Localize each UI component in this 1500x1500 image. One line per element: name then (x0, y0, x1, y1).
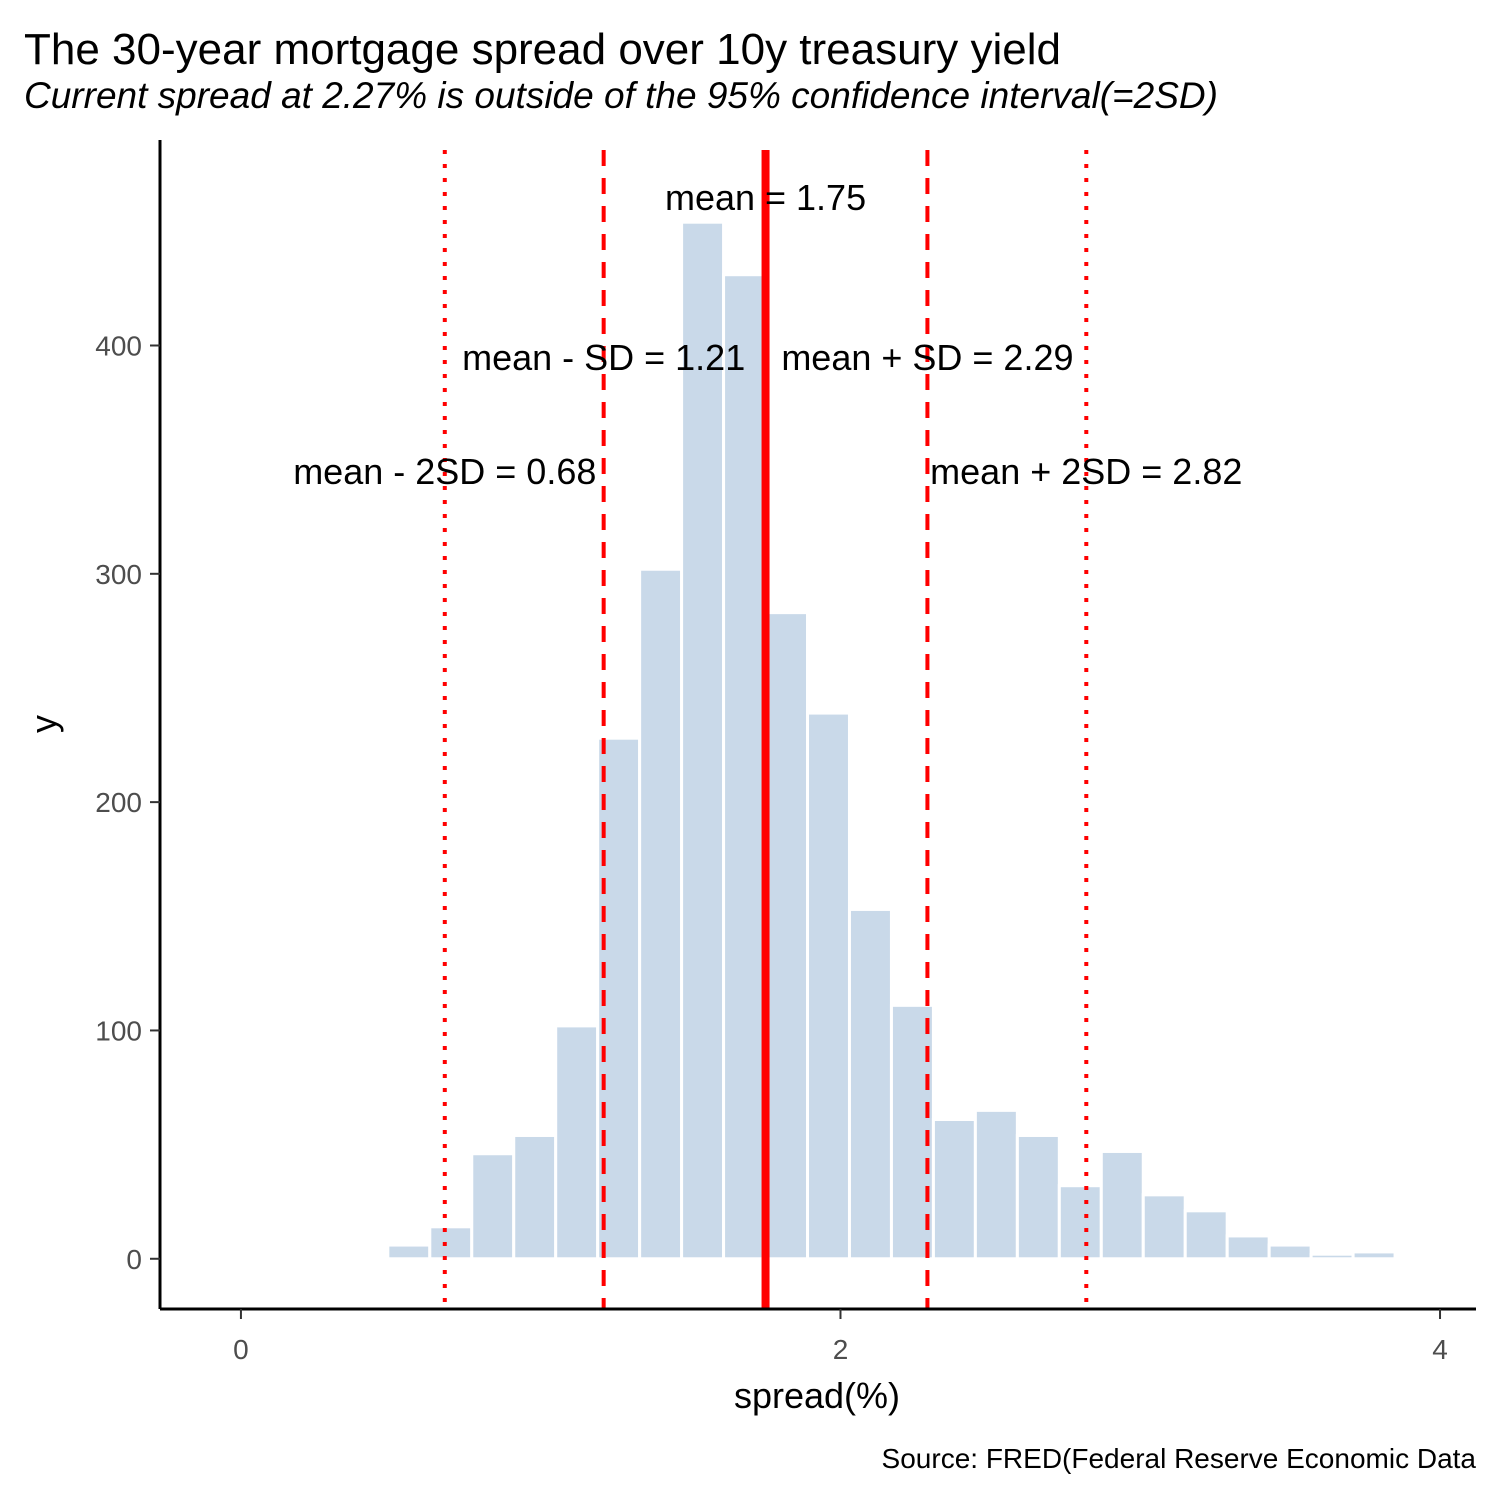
histogram-bar-8 (722, 273, 768, 1261)
histogram-bar-3 (512, 1133, 558, 1261)
histogram-bar-2 (470, 1152, 516, 1261)
histogram-bar-14 (973, 1108, 1019, 1261)
histogram-bar-11 (847, 907, 893, 1261)
x-axis-title: spread(%) (734, 1375, 900, 1416)
histogram-bar-6 (638, 567, 684, 1261)
reference-line-label-2: mean + SD = 2.29 (781, 337, 1073, 378)
annotations-group: mean = 1.75 mean - SD = 1.21 mean + SD = 2… (293, 177, 1242, 492)
y-tick-label-1: 100 (95, 1015, 142, 1046)
histogram-bar-9 (764, 611, 810, 1261)
reference-line-label-4: mean + 2SD = 2.82 (930, 451, 1242, 492)
histogram-bar-18 (1141, 1193, 1187, 1261)
histogram-bar-22 (1309, 1252, 1355, 1261)
reference-line-label-1: mean - SD = 1.21 (462, 337, 745, 378)
histogram-bar-20 (1225, 1234, 1271, 1261)
chart-title: The 30-year mortgage spread over 10y tre… (24, 25, 1061, 74)
chart-caption: Source: FRED(Federal Reserve Economic Da… (882, 1443, 1477, 1474)
y-tick-label-0: 0 (126, 1244, 142, 1275)
y-axis-title: y (23, 715, 64, 733)
x-tick-label-0: 0 (233, 1334, 249, 1365)
histogram-bar-17 (1099, 1149, 1145, 1261)
histogram-bar-4 (554, 1024, 600, 1261)
histogram-bar-1 (428, 1225, 474, 1261)
bars-group (386, 220, 1397, 1261)
x-tick-label-2: 4 (1432, 1334, 1448, 1365)
reference-line-label-0: mean = 1.75 (665, 177, 866, 218)
x-tick-label-1: 2 (833, 1334, 849, 1365)
y-tick-label-3: 300 (95, 559, 142, 590)
chart-subtitle: Current spread at 2.27% is outside of th… (24, 75, 1218, 116)
histogram-bar-19 (1183, 1209, 1229, 1261)
histogram-bar-13 (931, 1117, 977, 1261)
y-ticks-group: 0 100 200 300 400 (95, 330, 160, 1275)
reference-lines-group (442, 150, 1089, 1309)
histogram-bar-16 (1057, 1184, 1103, 1261)
histogram-bar-21 (1267, 1243, 1313, 1261)
reference-line-label-3: mean - 2SD = 0.68 (293, 451, 596, 492)
histogram-bar-23 (1351, 1250, 1397, 1261)
y-tick-label-2: 200 (95, 787, 142, 818)
histogram-bar-15 (1015, 1133, 1061, 1261)
x-ticks-group: 0 2 4 (233, 1309, 1448, 1365)
histogram-bar-10 (806, 711, 851, 1261)
histogram-bar-0 (386, 1243, 432, 1261)
y-tick-label-4: 400 (95, 330, 142, 361)
